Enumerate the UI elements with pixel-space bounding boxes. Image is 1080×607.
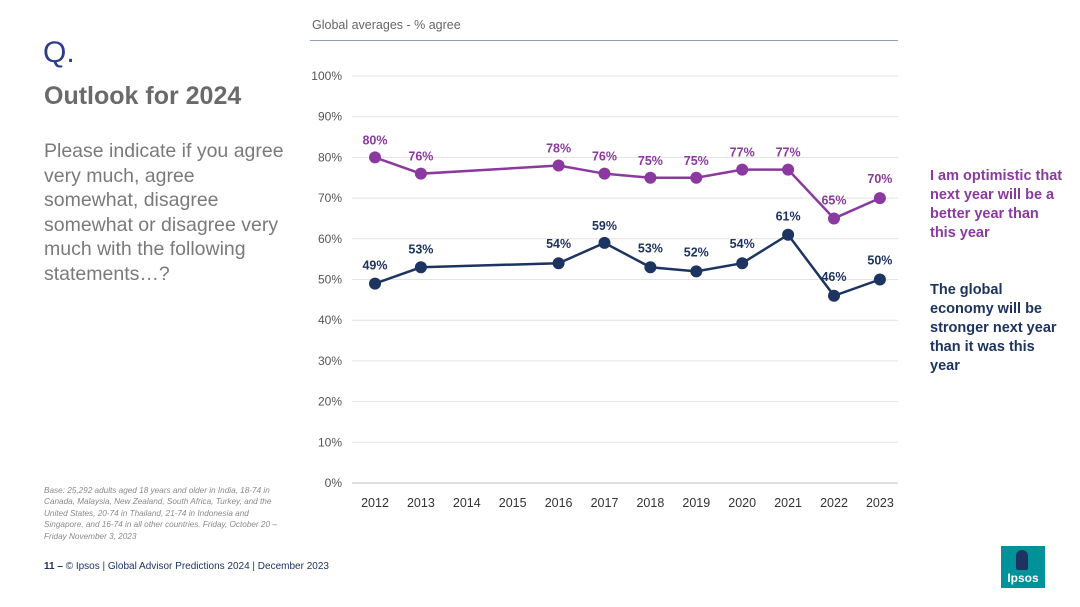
data-point — [828, 212, 840, 225]
ipsos-logo-mark — [1016, 550, 1028, 570]
x-tick-label: 2020 — [728, 496, 756, 510]
data-label: 52% — [684, 245, 709, 259]
data-point — [644, 261, 657, 274]
data-label: 50% — [867, 254, 892, 268]
data-label: 75% — [638, 154, 663, 168]
x-tick-label: 2014 — [453, 496, 481, 510]
x-tick-label: 2023 — [866, 496, 894, 510]
chart-title: Global averages - % agree — [312, 18, 461, 32]
y-tick-label: 90% — [318, 110, 342, 124]
y-tick-label: 70% — [318, 191, 342, 205]
data-label: 49% — [362, 259, 387, 273]
y-tick-label: 40% — [318, 313, 342, 327]
data-label: 78% — [546, 142, 571, 156]
x-tick-label: 2022 — [820, 496, 848, 510]
data-point — [782, 228, 795, 241]
data-point — [369, 277, 381, 290]
data-label: 53% — [638, 241, 663, 255]
x-tick-label: 2018 — [636, 496, 664, 510]
data-point — [690, 265, 703, 278]
y-tick-label: 100% — [311, 69, 342, 83]
data-label: 53% — [408, 242, 433, 256]
footer: 11 – © Ipsos | Global Advisor Prediction… — [44, 561, 329, 572]
data-label: 76% — [408, 150, 433, 164]
data-point — [414, 261, 427, 274]
y-tick-label: 80% — [318, 150, 342, 164]
x-tick-label: 2015 — [499, 496, 527, 510]
question-text: Please indicate if you agree very much, … — [44, 140, 284, 285]
data-label: 76% — [592, 150, 617, 164]
x-tick-label: 2012 — [361, 496, 389, 510]
data-point — [736, 257, 749, 270]
data-point — [552, 257, 565, 270]
data-label: 54% — [546, 237, 571, 251]
data-point — [828, 289, 840, 302]
data-label: 65% — [821, 193, 846, 207]
slide-title: Outlook for 2024 — [44, 82, 242, 110]
x-tick-label: 2013 — [407, 496, 435, 510]
data-point — [873, 192, 886, 205]
y-tick-label: 0% — [325, 476, 343, 490]
data-point — [873, 273, 886, 286]
data-point — [598, 167, 611, 180]
data-point — [598, 236, 611, 249]
data-label: 75% — [684, 154, 709, 168]
x-tick-label: 2021 — [774, 496, 802, 510]
data-point — [644, 171, 657, 184]
base-note: Base: 25,292 adults aged 18 years and ol… — [44, 486, 277, 541]
data-label: 77% — [776, 146, 801, 160]
data-label: 54% — [730, 237, 755, 251]
data-point — [690, 171, 703, 184]
data-point — [782, 163, 795, 176]
series-line-1 — [374, 233, 881, 298]
ipsos-logo-text: Ipsos — [1007, 571, 1039, 585]
data-label: 77% — [730, 146, 755, 160]
x-tick-label: 2019 — [682, 496, 710, 510]
y-tick-label: 30% — [318, 354, 342, 368]
data-label: 80% — [362, 133, 387, 147]
data-label: 46% — [821, 270, 846, 284]
data-point — [369, 151, 381, 164]
data-point — [552, 159, 565, 172]
legend-economy: The global economy will be stronger next… — [930, 282, 1057, 374]
data-point — [736, 163, 749, 176]
y-tick-label: 60% — [318, 232, 342, 246]
chart-title-rule — [310, 40, 898, 41]
y-tick-label: 10% — [318, 435, 342, 449]
legend-optimistic: I am optimistic that next year will be a… — [930, 168, 1063, 241]
footer-text: © Ipsos | Global Advisor Predictions 202… — [62, 561, 329, 572]
question-marker: Q. — [43, 36, 75, 69]
y-tick-label: 20% — [318, 395, 342, 409]
y-tick-label: 50% — [318, 273, 342, 287]
data-label: 61% — [776, 210, 801, 224]
page-number: 11 – — [44, 561, 63, 572]
ipsos-logo: Ipsos — [1001, 546, 1045, 588]
data-point — [414, 167, 427, 180]
data-label: 70% — [867, 172, 892, 186]
x-tick-label: 2017 — [591, 496, 619, 510]
x-tick-label: 2016 — [545, 496, 573, 510]
data-label: 59% — [592, 219, 617, 233]
series-line-0 — [374, 156, 881, 220]
